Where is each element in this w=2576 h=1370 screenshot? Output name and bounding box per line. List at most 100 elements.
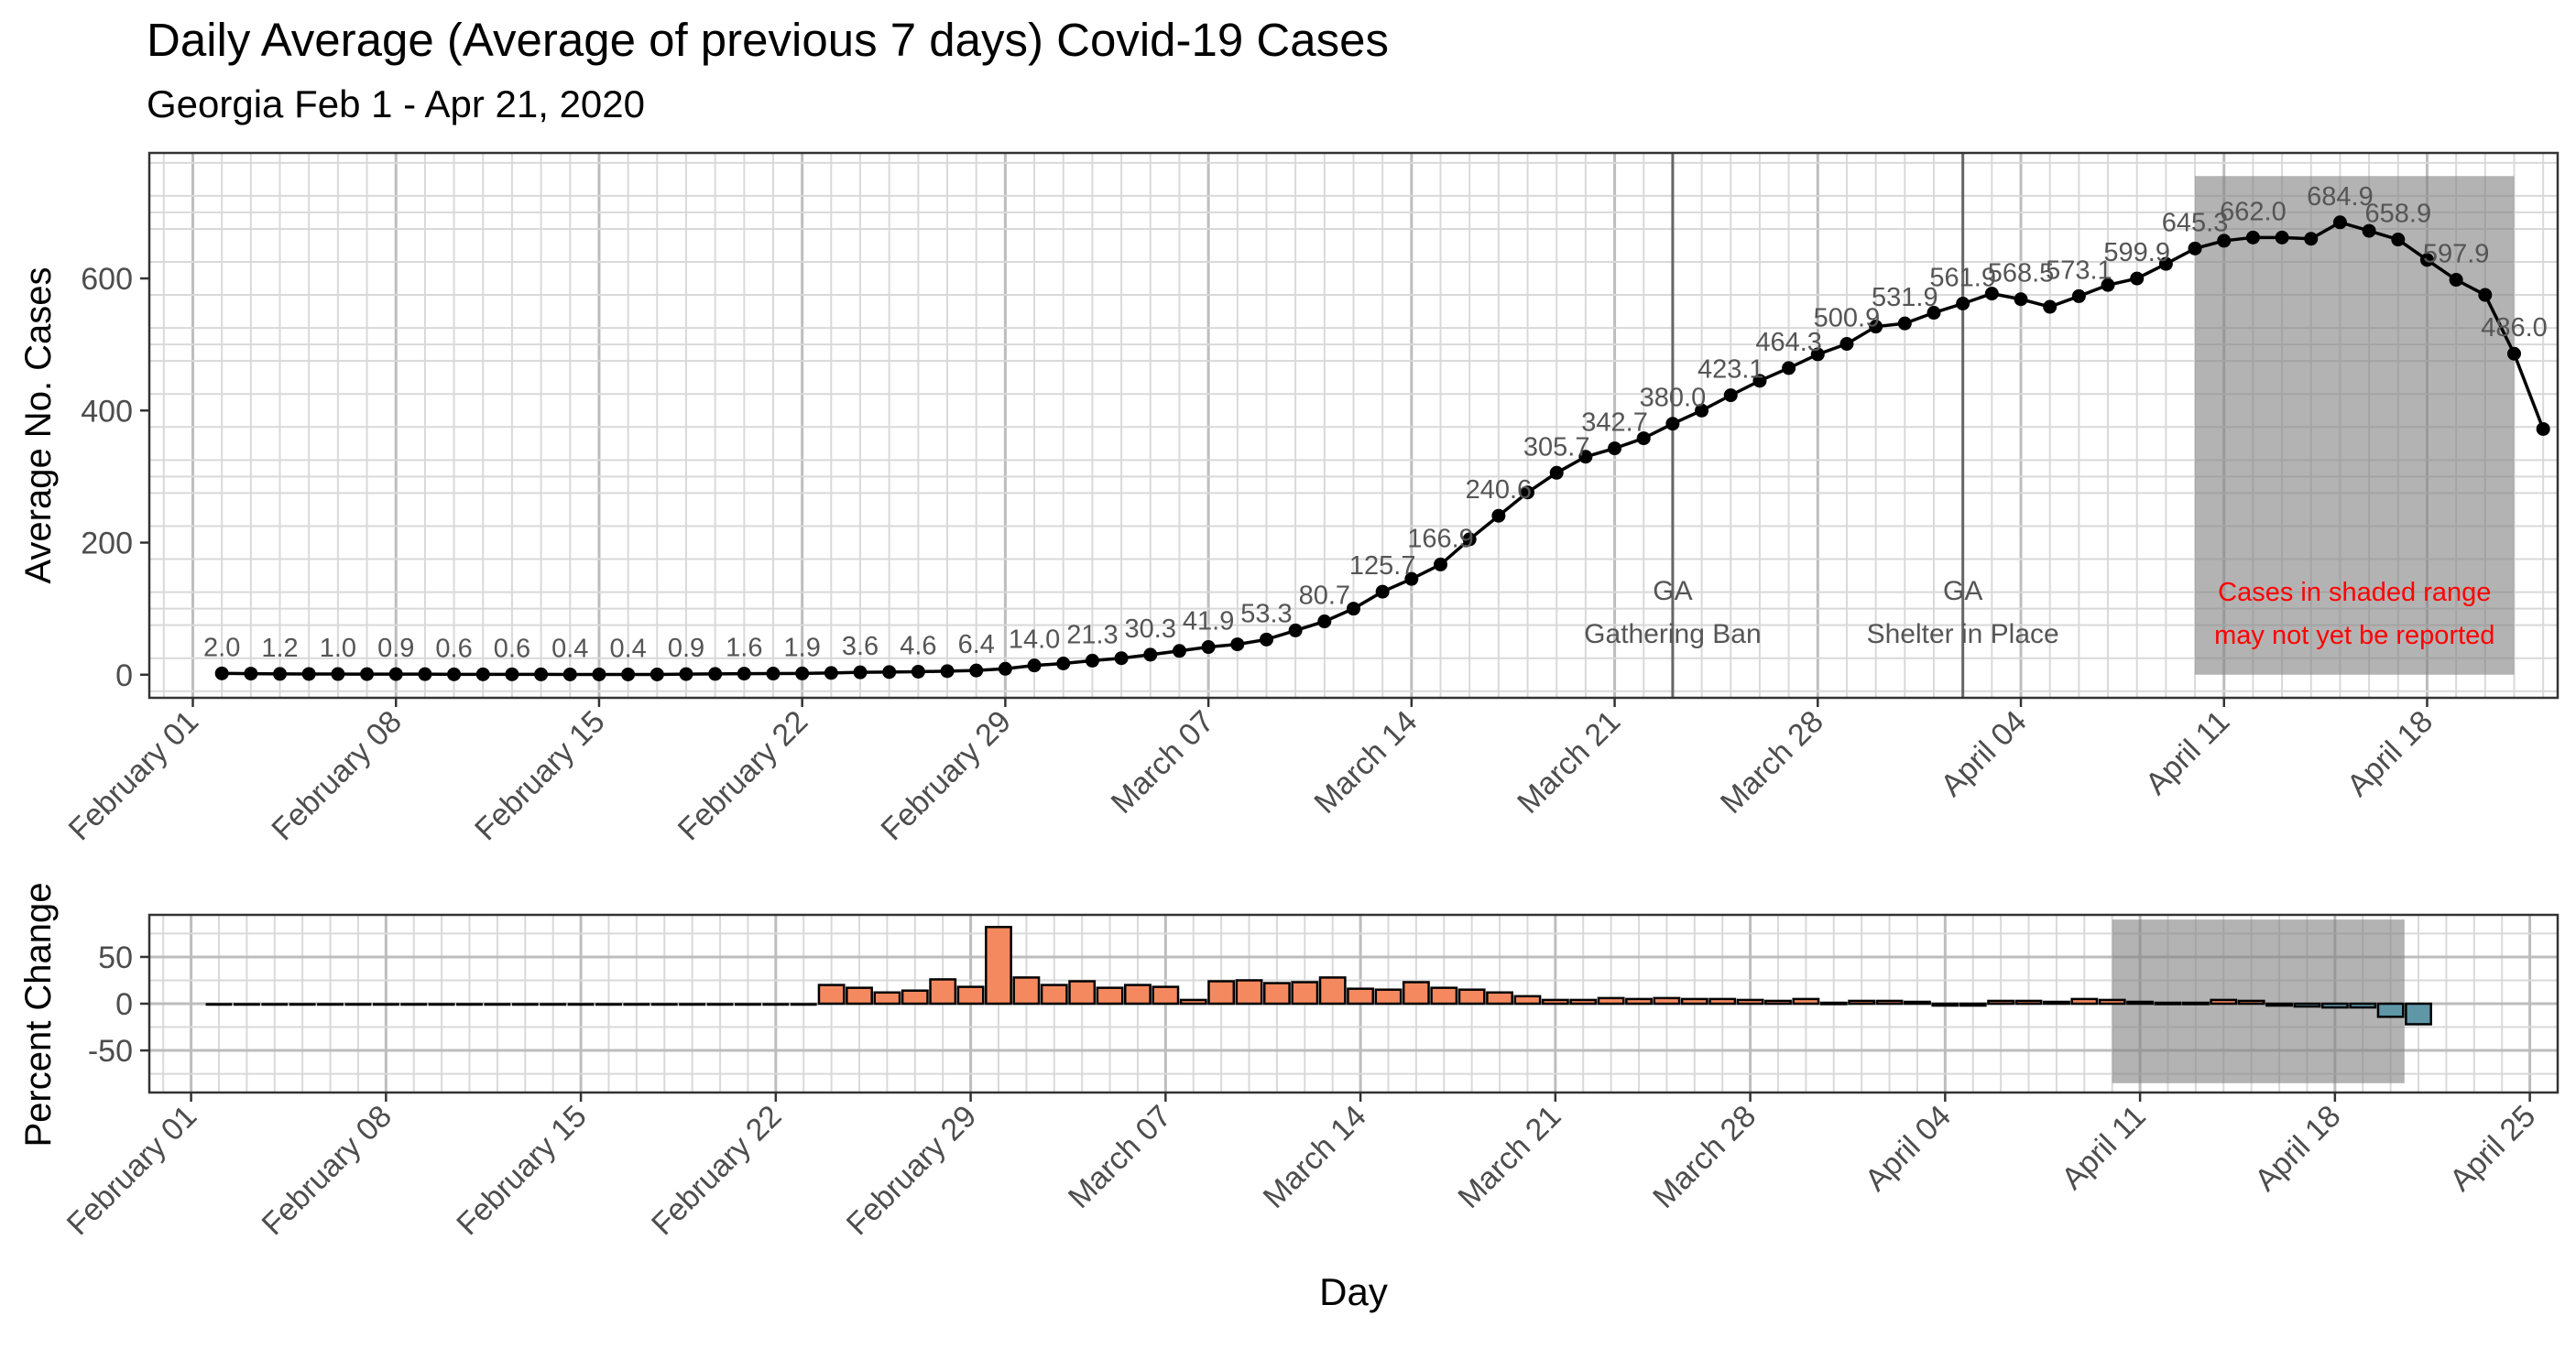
data-point bbox=[1201, 640, 1216, 655]
y-tick-label: 400 bbox=[81, 394, 133, 429]
bar bbox=[2154, 1001, 2182, 1006]
chart-subtitle: Georgia Feb 1 - Apr 21, 2020 bbox=[147, 82, 646, 125]
data-label: 486.0 bbox=[2481, 313, 2548, 342]
shade-note: may not yet be reported bbox=[2214, 621, 2494, 650]
bar bbox=[456, 1003, 483, 1006]
bar bbox=[2349, 1002, 2377, 1009]
bar bbox=[289, 1003, 316, 1006]
data-label: 21.3 bbox=[1066, 620, 1118, 649]
data-point bbox=[2419, 253, 2434, 267]
bar bbox=[1513, 995, 1542, 1006]
bar bbox=[1262, 982, 1291, 1006]
data-point bbox=[1027, 658, 1042, 673]
x-axis-title: Day bbox=[1319, 1270, 1388, 1313]
bar bbox=[1096, 986, 1124, 1006]
data-point bbox=[1695, 403, 1709, 418]
data-label: 599.9 bbox=[2103, 238, 2170, 267]
x-tick-label: April 04 bbox=[1934, 704, 2033, 803]
data-point bbox=[475, 667, 490, 681]
bar bbox=[1931, 1002, 1959, 1007]
data-point bbox=[737, 667, 751, 681]
data-point bbox=[214, 666, 229, 680]
data-point bbox=[1723, 388, 1738, 403]
bar bbox=[1848, 999, 1876, 1006]
bar bbox=[956, 985, 985, 1006]
x-tick-label: April 18 bbox=[2341, 704, 2440, 803]
bar bbox=[2181, 1001, 2210, 1006]
data-point bbox=[649, 667, 664, 681]
data-point bbox=[2217, 234, 2232, 248]
data-label: 561.9 bbox=[1929, 264, 1996, 293]
bar bbox=[2014, 999, 2043, 1006]
data-point bbox=[824, 666, 838, 680]
bar bbox=[1124, 984, 1152, 1006]
data-point bbox=[2071, 288, 2086, 303]
data-label: 1.2 bbox=[261, 634, 298, 663]
data-point bbox=[2043, 299, 2058, 314]
y-tick-label: 0 bbox=[115, 658, 133, 693]
data-point bbox=[2245, 230, 2260, 245]
bar bbox=[679, 1003, 706, 1006]
bar bbox=[817, 984, 846, 1006]
bar bbox=[623, 1003, 650, 1006]
data-point bbox=[708, 667, 723, 681]
data-label: 166.9 bbox=[1407, 524, 1474, 553]
bar bbox=[1764, 999, 1792, 1006]
bar bbox=[735, 1003, 761, 1006]
bar bbox=[1486, 991, 1513, 1006]
x-tick-label: March 28 bbox=[1646, 1099, 1763, 1215]
bar bbox=[205, 1003, 233, 1006]
x-tick-label: April 11 bbox=[2139, 704, 2237, 802]
event-label: Shelter in Place bbox=[1867, 619, 2059, 649]
x-tick-label: February 01 bbox=[60, 1099, 204, 1243]
bar bbox=[1402, 981, 1430, 1006]
bar bbox=[1374, 988, 1403, 1006]
data-point bbox=[679, 667, 693, 681]
bar bbox=[261, 1003, 289, 1006]
data-point bbox=[2130, 271, 2145, 286]
chart-title: Daily Average (Average of previous 7 day… bbox=[147, 14, 1389, 66]
data-point bbox=[388, 667, 403, 681]
bar bbox=[706, 1003, 734, 1006]
data-point bbox=[1869, 320, 1883, 334]
data-label: 342.7 bbox=[1581, 408, 1648, 438]
data-point bbox=[882, 665, 897, 680]
bar bbox=[484, 1003, 511, 1006]
x-tick-label: February 08 bbox=[255, 1099, 398, 1243]
bar bbox=[2405, 1002, 2432, 1026]
bar bbox=[2320, 1002, 2349, 1009]
data-point bbox=[1230, 637, 1245, 652]
data-label: 662.0 bbox=[2220, 197, 2287, 226]
data-point bbox=[1085, 653, 1099, 668]
data-label: 4.6 bbox=[900, 631, 936, 660]
bar bbox=[1625, 997, 1653, 1006]
data-point bbox=[1636, 431, 1651, 446]
x-tick-label: March 21 bbox=[1511, 704, 1627, 821]
data-point bbox=[1288, 623, 1303, 637]
data-point bbox=[766, 667, 780, 681]
x-tick-label: February 08 bbox=[265, 704, 409, 848]
data-point bbox=[1347, 602, 1360, 616]
data-point bbox=[1172, 644, 1186, 658]
bar bbox=[2265, 1002, 2293, 1007]
bar bbox=[1875, 999, 1904, 1006]
data-point bbox=[1375, 584, 1390, 599]
data-label: 6.4 bbox=[958, 630, 995, 659]
bar bbox=[428, 1003, 455, 1006]
data-label: 80.7 bbox=[1299, 582, 1350, 611]
data-label: 645.3 bbox=[2162, 208, 2229, 237]
x-tick-label: April 18 bbox=[2248, 1099, 2347, 1198]
data-point bbox=[1491, 508, 1506, 523]
data-point bbox=[1665, 417, 1680, 431]
shade-note: Cases in shaded range bbox=[2218, 578, 2491, 607]
bar bbox=[2237, 999, 2265, 1006]
x-tick-label: April 25 bbox=[2443, 1099, 2542, 1198]
bar bbox=[2210, 998, 2238, 1006]
data-point bbox=[301, 667, 316, 681]
y-axis-title: Average No. Cases bbox=[18, 266, 59, 583]
bar bbox=[400, 1003, 428, 1006]
data-label: 41.9 bbox=[1183, 607, 1234, 636]
y-tick-label: 50 bbox=[98, 941, 133, 975]
data-point bbox=[1549, 465, 1564, 480]
